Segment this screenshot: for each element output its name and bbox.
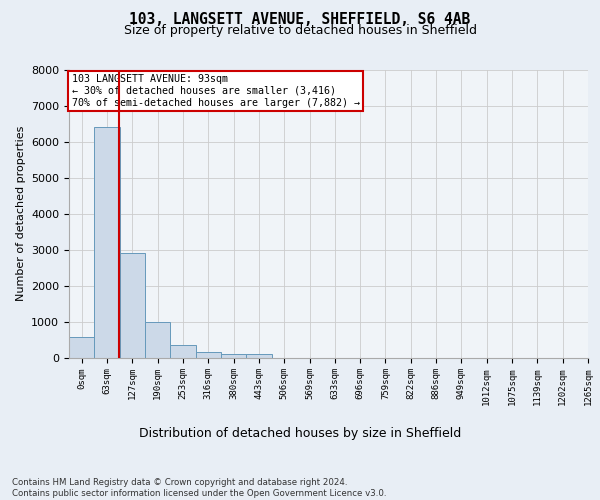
Bar: [246, 354, 272, 358]
Bar: [196, 352, 221, 358]
Bar: [170, 344, 196, 358]
Bar: [69, 336, 94, 357]
Text: Size of property relative to detached houses in Sheffield: Size of property relative to detached ho…: [124, 24, 476, 37]
Text: Contains HM Land Registry data © Crown copyright and database right 2024.
Contai: Contains HM Land Registry data © Crown c…: [12, 478, 386, 498]
Bar: [94, 127, 119, 358]
Y-axis label: Number of detached properties: Number of detached properties: [16, 126, 26, 302]
Bar: [119, 252, 145, 358]
Bar: [221, 354, 246, 358]
Text: 103 LANGSETT AVENUE: 93sqm
← 30% of detached houses are smaller (3,416)
70% of s: 103 LANGSETT AVENUE: 93sqm ← 30% of deta…: [71, 74, 359, 108]
Text: 103, LANGSETT AVENUE, SHEFFIELD, S6 4AB: 103, LANGSETT AVENUE, SHEFFIELD, S6 4AB: [130, 12, 470, 28]
Text: Distribution of detached houses by size in Sheffield: Distribution of detached houses by size …: [139, 428, 461, 440]
Bar: [145, 322, 170, 358]
